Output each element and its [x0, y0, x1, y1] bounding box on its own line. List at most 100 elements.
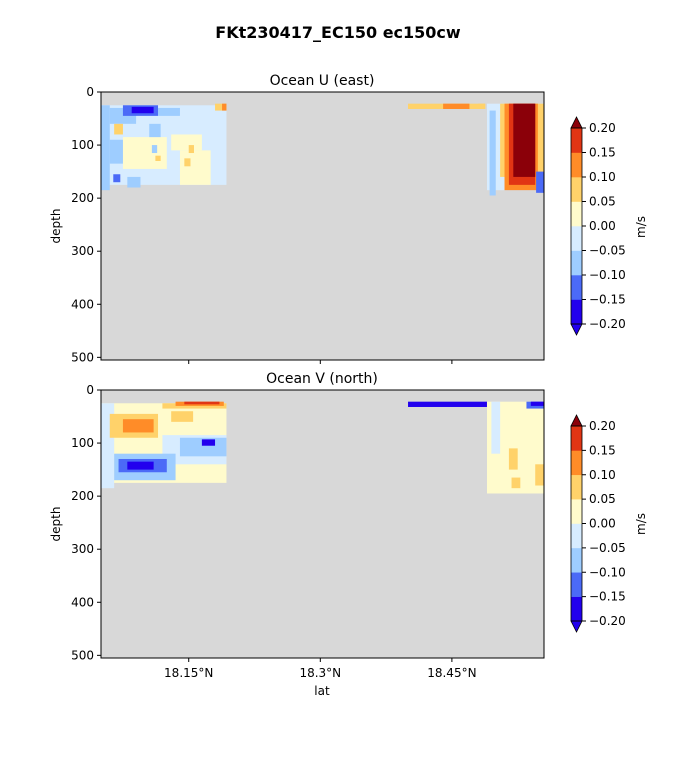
colorbar-tick-label: −0.10	[589, 268, 626, 282]
colorbar-label-u: m/s	[634, 216, 648, 238]
colorbar-band	[571, 474, 582, 500]
colorbar-band	[571, 250, 582, 276]
colorbar-label-v: m/s	[634, 513, 648, 535]
data-cell	[158, 107, 180, 116]
data-cell	[511, 477, 521, 489]
plot-frame	[100, 91, 545, 361]
colorbar-tick-label: 0.00	[589, 219, 616, 233]
data-cell	[489, 110, 496, 196]
y-tick-label: 100	[71, 436, 94, 450]
colorbar-band	[571, 523, 582, 549]
y-tick-label: 500	[71, 350, 94, 364]
data-cell	[101, 105, 110, 191]
colorbar-band	[571, 128, 582, 153]
colorbar-tick-label: −0.15	[589, 590, 626, 604]
y-tick-label: 200	[71, 489, 94, 503]
colorbar-tick-label: 0.15	[589, 443, 616, 457]
colorbar-band	[571, 299, 582, 325]
plot-area-u	[100, 91, 545, 361]
colorbar-tick-label: 0.05	[589, 492, 616, 506]
x-tick-label: 18.45°N	[427, 666, 476, 680]
data-cell	[215, 103, 227, 111]
y-axis-label-v: depth	[49, 507, 63, 542]
colorbar-band	[571, 547, 582, 573]
colorbar-band	[571, 201, 582, 227]
data-cell	[536, 171, 544, 193]
x-axis-label: lat	[314, 684, 330, 698]
colorbar-extend-min	[570, 620, 583, 633]
data-cell	[114, 123, 123, 135]
data-cell	[222, 103, 227, 111]
colorbar-band	[571, 226, 582, 251]
colorbar-band	[571, 152, 582, 178]
colorbar-band	[571, 426, 582, 451]
colorbar-tick-label: 0.10	[589, 468, 616, 482]
y-tick-label: 400	[71, 595, 94, 609]
colorbar-extend-max	[570, 116, 583, 129]
data-cell	[151, 145, 158, 154]
data-cell	[179, 150, 211, 185]
data-cell	[122, 137, 167, 169]
axis-ticks-v: 0 100 200 300 400 500 18.15°N 18.3°N 18.45°N	[71, 383, 476, 680]
colorbar-tick-label: 0.00	[589, 517, 616, 531]
x-tick-label: 18.3°N	[299, 666, 341, 680]
data-cell	[127, 176, 141, 188]
colorbar-tick-label: 0.20	[589, 419, 616, 433]
panel-ocean-v: Ocean V (north) depth 0 100 200 300 400 500 18…	[49, 371, 648, 698]
data-cell	[478, 103, 486, 109]
colorbar-extend-min	[570, 323, 583, 336]
panel-ocean-u: Ocean U (east) depth 0 100 200 300 400 500 0.…	[49, 73, 648, 364]
data-cell	[109, 139, 123, 164]
colorbar-extend-max	[570, 414, 583, 427]
y-axis-label-u: depth	[49, 209, 63, 244]
colorbar-tick-label: 0.20	[589, 121, 616, 135]
colorbar-band	[571, 450, 582, 476]
data-cell	[184, 158, 191, 167]
data-cell	[113, 174, 121, 183]
data-cell	[155, 155, 161, 161]
colorbar-band	[571, 177, 582, 202]
colorbar-tick-label: −0.05	[589, 541, 626, 555]
data-cell	[127, 461, 154, 470]
data-cell	[408, 401, 487, 407]
y-tick-label: 0	[86, 383, 94, 397]
colorbar-tick-label: −0.20	[589, 614, 626, 628]
colorbar-tick-label: −0.15	[589, 293, 626, 307]
data-cell	[530, 401, 544, 406]
panel-title-u: Ocean U (east)	[270, 73, 375, 89]
colorbar-tick-label: −0.05	[589, 244, 626, 258]
y-tick-label: 400	[71, 297, 94, 311]
colorbar-tick-label: 0.15	[589, 146, 616, 160]
data-cell	[188, 145, 194, 154]
data-cell	[131, 106, 154, 114]
plot-area-v	[100, 389, 545, 659]
data-cell	[184, 401, 220, 405]
x-tick-label: 18.15°N	[164, 666, 213, 680]
plot-frame	[100, 389, 545, 659]
data-cell	[171, 134, 202, 151]
figure-title: FKt230417_EC150 ec150cw	[215, 23, 461, 42]
data-cell	[201, 439, 216, 446]
colorbar-band	[571, 275, 582, 300]
data-cell	[122, 419, 154, 433]
data-cell	[491, 401, 501, 454]
colorbar-tick-label: 0.05	[589, 195, 616, 209]
data-cell	[513, 103, 536, 177]
colorbar-tick-label: −0.10	[589, 565, 626, 579]
y-tick-label: 100	[71, 138, 94, 152]
axis-ticks-u: 0 100 200 300 400 500	[71, 85, 453, 364]
y-tick-label: 500	[71, 648, 94, 662]
panel-title-v: Ocean V (north)	[266, 371, 378, 387]
colorbar-band	[571, 572, 582, 597]
data-cell	[443, 103, 470, 109]
colorbar-u: 0.20 0.15 0.10 0.05 0.00 −0.05 −0.10 −0.15 −0.20	[570, 116, 626, 336]
data-cell	[508, 448, 518, 470]
colorbar-v: 0.20 0.15 0.10 0.05 0.00 −0.05 −0.10 −0.15 −0.20	[570, 414, 626, 633]
y-tick-label: 300	[71, 542, 94, 556]
y-tick-label: 200	[71, 191, 94, 205]
colorbar-band	[571, 499, 582, 524]
colorbar-band	[571, 596, 582, 622]
y-tick-label: 0	[86, 85, 94, 99]
colorbar-tick-label: −0.20	[589, 317, 626, 331]
